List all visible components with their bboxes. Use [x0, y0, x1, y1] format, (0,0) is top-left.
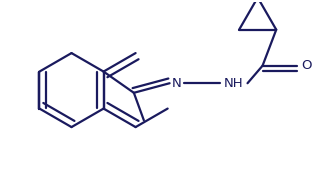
Text: O: O: [301, 59, 312, 72]
Text: N: N: [172, 77, 181, 90]
Text: NH: NH: [224, 77, 244, 90]
